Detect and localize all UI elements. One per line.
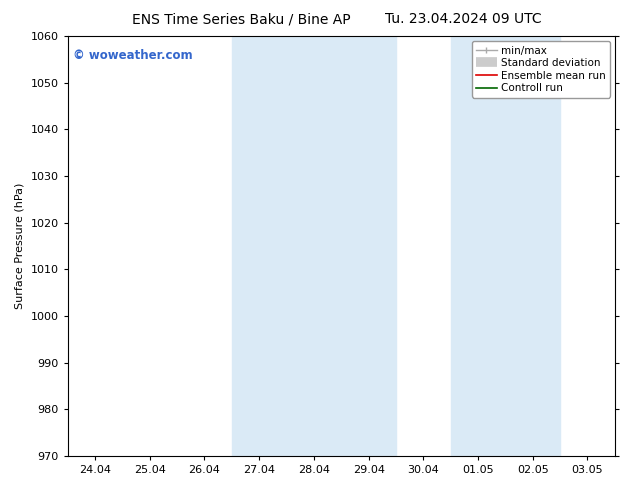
Bar — [451, 36, 560, 456]
Text: ENS Time Series Baku / Bine AP: ENS Time Series Baku / Bine AP — [132, 12, 350, 26]
Legend: min/max, Standard deviation, Ensemble mean run, Controll run: min/max, Standard deviation, Ensemble me… — [472, 41, 610, 98]
Y-axis label: Surface Pressure (hPa): Surface Pressure (hPa) — [15, 183, 25, 309]
Text: © woweather.com: © woweather.com — [73, 49, 193, 62]
Bar — [232, 36, 396, 456]
Text: Tu. 23.04.2024 09 UTC: Tu. 23.04.2024 09 UTC — [384, 12, 541, 26]
